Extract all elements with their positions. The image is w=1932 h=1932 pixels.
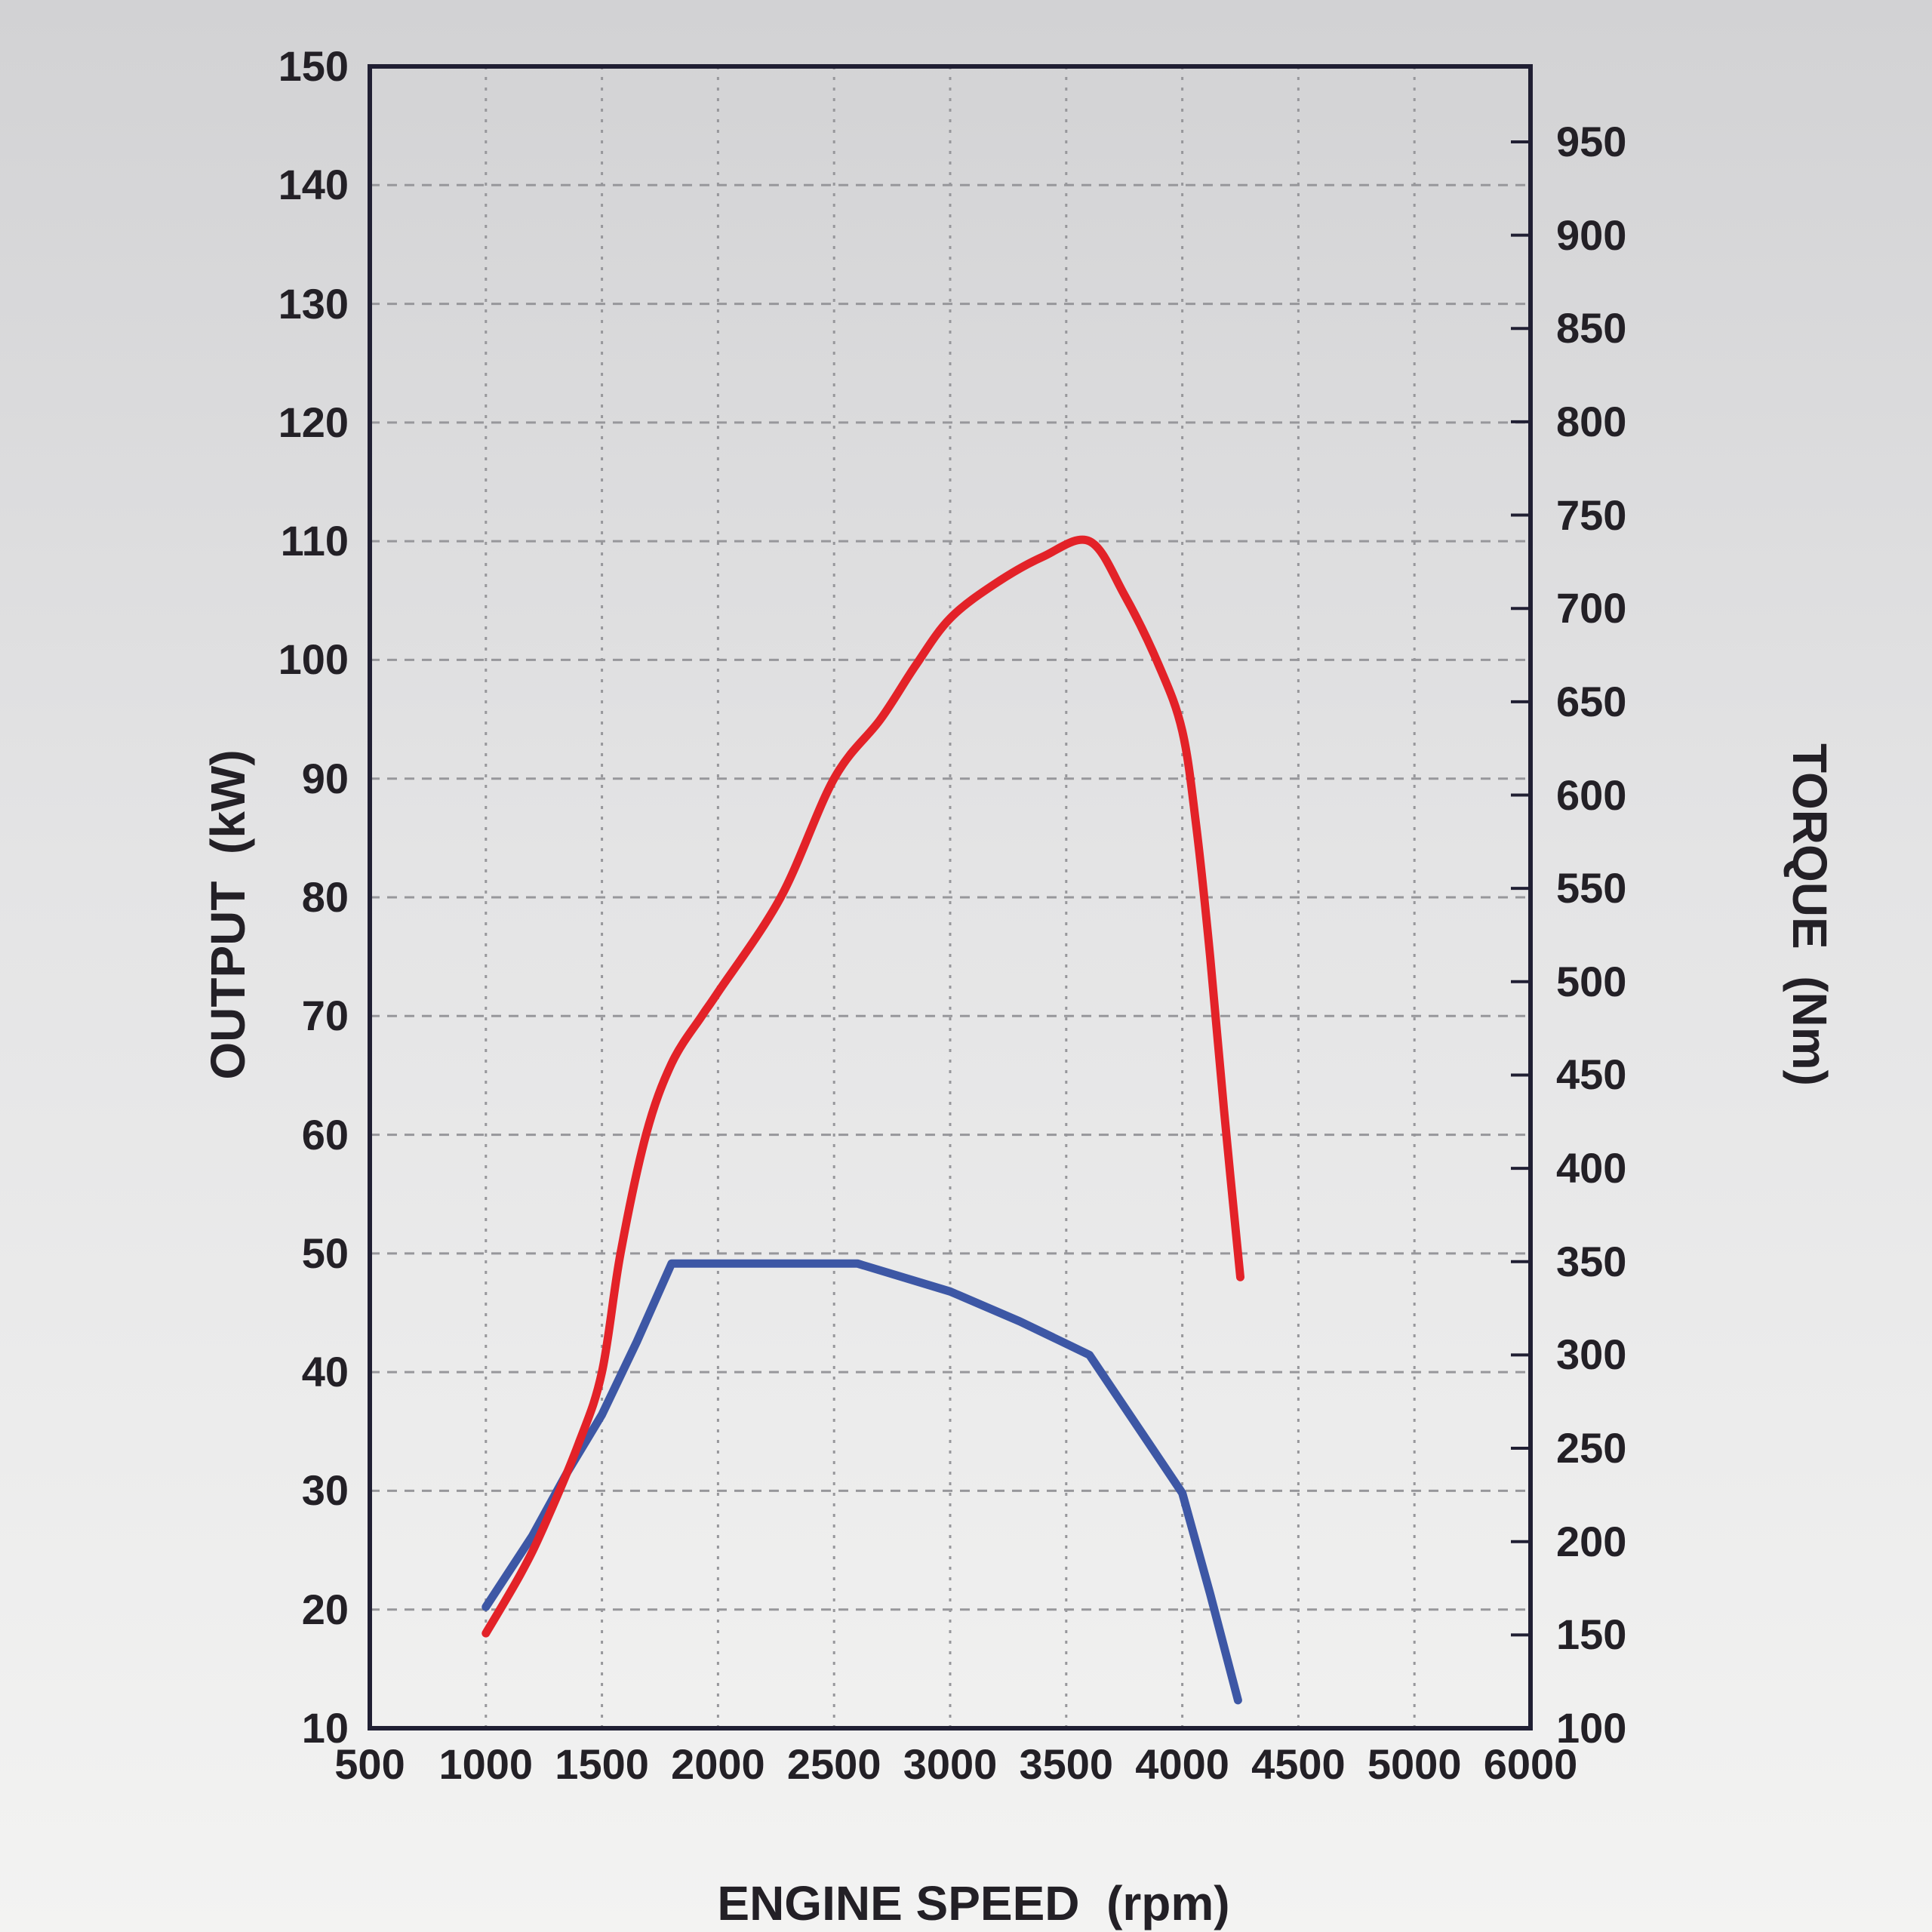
right-axis-tick-label: 250 bbox=[1556, 1424, 1627, 1472]
left-axis-tick-label: 50 bbox=[301, 1229, 349, 1277]
right-axis-tick-label: 300 bbox=[1556, 1331, 1627, 1379]
left-axis-tick-label: 150 bbox=[278, 42, 349, 90]
x-axis-tick-label: 1000 bbox=[438, 1740, 534, 1788]
left-axis-tick-label: 10 bbox=[301, 1704, 349, 1752]
x-axis-title: ENGINE SPEED (rpm) bbox=[717, 1876, 1230, 1930]
series-torque-curve bbox=[481, 1259, 1242, 1705]
right-axis-tick-label: 700 bbox=[1556, 584, 1627, 632]
left-axis-tick-label: 70 bbox=[301, 992, 349, 1040]
left-axis-tick-label: 140 bbox=[278, 161, 349, 209]
x-axis-tick-label: 1500 bbox=[555, 1740, 649, 1788]
left-axis-tick-label: 40 bbox=[301, 1348, 349, 1396]
series-output-curve bbox=[481, 535, 1244, 1638]
left-axis-tick-label: 60 bbox=[301, 1110, 349, 1158]
right-axis-tick-label: 400 bbox=[1556, 1144, 1627, 1192]
left-axis-tick-label: 110 bbox=[280, 517, 349, 565]
right-axis-tick-label: 800 bbox=[1556, 397, 1627, 445]
x-axis-tick-label: 3500 bbox=[1019, 1740, 1114, 1788]
x-axis-tick-label: 500 bbox=[334, 1740, 405, 1788]
left-axis-tick-label: 130 bbox=[278, 279, 349, 328]
x-axis-tick-label: 4000 bbox=[1135, 1740, 1229, 1788]
x-axis-tick-label: 3000 bbox=[903, 1740, 998, 1788]
left-axis-tick-label: 120 bbox=[278, 398, 349, 446]
right-axis-tick-label: 150 bbox=[1556, 1611, 1627, 1659]
right-axis-tick-label: 500 bbox=[1556, 957, 1627, 1005]
left-axis-tick-label: 30 bbox=[301, 1466, 349, 1515]
right-axis-tick-label: 100 bbox=[1556, 1704, 1627, 1752]
x-axis-tick-label: 4500 bbox=[1251, 1740, 1346, 1788]
x-axis-tick-label: 2500 bbox=[786, 1740, 881, 1788]
right-axis-tick-label: 950 bbox=[1556, 117, 1627, 165]
left-axis-tick-label: 100 bbox=[278, 635, 349, 684]
left-axis-tick-label: 80 bbox=[301, 873, 349, 921]
right-axis-tick-label: 600 bbox=[1556, 771, 1627, 819]
right-axis-tick-label: 200 bbox=[1556, 1517, 1627, 1565]
right-axis-tick-label: 550 bbox=[1556, 864, 1627, 912]
x-axis-tick-label: 5000 bbox=[1367, 1740, 1462, 1788]
right-axis-tick-label: 350 bbox=[1556, 1237, 1627, 1285]
right-axis-tick-label: 900 bbox=[1556, 211, 1627, 259]
left-axis-tick-label: 20 bbox=[301, 1585, 349, 1633]
right-axis-tick-label: 450 bbox=[1556, 1051, 1627, 1099]
right-axis-tick-label: 850 bbox=[1556, 304, 1627, 352]
x-axis-tick-label: 2000 bbox=[671, 1740, 765, 1788]
plot-border bbox=[368, 64, 1533, 1730]
right-axis-tick-label: 650 bbox=[1556, 677, 1627, 725]
left-axis-tick-label: 90 bbox=[301, 754, 349, 802]
x-axis-tick-label: 6000 bbox=[1483, 1740, 1578, 1788]
right-axis-title: TORQUE (Nm) bbox=[1783, 743, 1837, 1086]
right-axis-tick-label: 750 bbox=[1556, 491, 1627, 539]
